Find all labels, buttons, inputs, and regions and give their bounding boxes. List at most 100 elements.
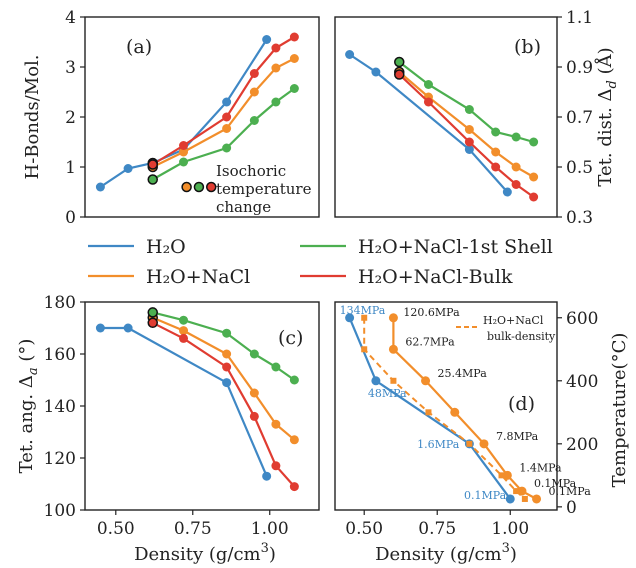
data-point xyxy=(222,362,232,372)
data-point xyxy=(491,147,501,157)
data-point xyxy=(464,145,474,154)
legend-label: H₂O xyxy=(146,236,186,258)
isochoric-marker xyxy=(181,181,192,193)
data-point xyxy=(361,346,368,353)
pressure-label-nacl: 1.4MPa xyxy=(519,461,562,474)
data-point xyxy=(450,407,460,417)
panel-c-series xyxy=(95,307,299,492)
legend-label: H₂O+NaCl-1st Shell xyxy=(358,236,553,258)
isochoric-start-point xyxy=(394,56,405,68)
xtick-label: 0.75 xyxy=(174,519,212,539)
data-point xyxy=(271,43,281,53)
data-point xyxy=(529,172,539,182)
data-point xyxy=(179,141,189,150)
isochoric-annotation-line2: temperature xyxy=(216,180,312,198)
data-point xyxy=(464,105,474,114)
data-point xyxy=(95,182,105,192)
series-line xyxy=(348,53,509,193)
data-point xyxy=(371,67,381,77)
data-point xyxy=(289,435,299,445)
data-point xyxy=(345,50,355,59)
panel-a-series xyxy=(95,32,299,192)
series-line xyxy=(152,321,296,488)
panel-b: (b) 0.3 0.5 0.7 0.9 1.1 Tet. dist. Δd (Å) xyxy=(334,8,620,228)
panel-d-pressure-labels: 120.6MPa 62.7MPa 25.4MPa 7.8MPa 1.4MPa 0.1MPa… xyxy=(340,304,592,502)
pressure-label-water: 48MPa xyxy=(368,387,407,400)
data-point xyxy=(123,164,133,173)
panel-c-ylabel-sub: a xyxy=(26,367,41,375)
data-point xyxy=(521,495,528,502)
ytick-label: 180 xyxy=(44,293,76,313)
panel-d-xlabel-end: ) xyxy=(510,544,517,565)
pressure-label-nacl: 120.6MPa xyxy=(403,306,460,319)
isochoric-start-point xyxy=(147,159,158,170)
panel-c-ylabel-main: Tet. ang. Δ xyxy=(16,375,37,473)
pressure-label-nacl: 0.1MPa xyxy=(549,485,592,498)
ytick-label: 1.1 xyxy=(566,8,593,28)
data-point xyxy=(289,84,299,93)
data-point xyxy=(511,180,521,189)
panel-a: (a) H-Bonds/Mol. 0 1 2 3 4 Isochoric tempera… xyxy=(22,8,320,228)
panel-a-yticks: 0 1 2 3 4 xyxy=(65,8,85,228)
ytick-label: 1 xyxy=(65,158,76,178)
panel-d-tag: (d) xyxy=(508,393,535,415)
data-point xyxy=(464,137,474,147)
data-point xyxy=(289,482,299,492)
xtick-label: 0.50 xyxy=(345,519,383,539)
data-point xyxy=(222,97,232,107)
data-point xyxy=(491,127,501,137)
data-point xyxy=(271,362,281,372)
data-point xyxy=(179,326,189,336)
data-point xyxy=(222,124,232,133)
legend: H₂O H₂O+NaCl-1st Shell H₂O+NaCl H₂O+NaCl-Bu… xyxy=(88,236,553,288)
data-point xyxy=(289,32,299,42)
panel-d-yticks: 0 200 400 600 xyxy=(557,309,598,518)
data-point xyxy=(95,323,105,333)
data-point xyxy=(423,80,433,89)
ytick-label: 120 xyxy=(44,449,76,469)
xtick-label: 1.00 xyxy=(251,519,289,539)
panel-c-ylabel: Tet. ang. Δa (°) xyxy=(16,339,41,474)
panel-a-isochoric-markers xyxy=(181,181,217,193)
isochoric-start-point xyxy=(147,307,158,318)
data-point xyxy=(425,409,432,416)
data-point xyxy=(179,147,189,157)
data-point xyxy=(249,388,259,398)
data-point xyxy=(505,494,515,504)
ytick-label: 140 xyxy=(44,397,76,417)
pressure-label-nacl: 25.4MPa xyxy=(438,367,488,380)
data-point xyxy=(511,162,521,172)
data-point xyxy=(491,162,501,172)
panel-b-tag: (b) xyxy=(514,36,541,58)
data-point xyxy=(511,132,521,142)
panel-d-series xyxy=(345,313,542,504)
isochoric-start-point xyxy=(147,174,158,185)
panel-d-frame xyxy=(334,301,558,511)
panel-c-tag: (c) xyxy=(278,327,303,349)
data-point xyxy=(179,157,189,167)
panel-b-ylabel: Tet. dist. Δd (Å) xyxy=(594,47,620,186)
data-point xyxy=(249,116,259,125)
panel-c-yticks: 100 120 140 160 180 xyxy=(44,293,85,521)
pressure-label-water: 0.1MPa xyxy=(464,489,507,502)
panel-c: (c) 100 120 140 160 180 0.50 0.75 1.00 Tet. an… xyxy=(16,293,320,565)
panel-c-xlabel-main: Density (g/cm xyxy=(134,544,261,565)
data-point xyxy=(466,440,473,447)
data-point xyxy=(271,461,281,471)
ytick-label: 0.9 xyxy=(566,58,593,78)
panel-d-xlabel-main: Density (g/cm xyxy=(375,544,502,565)
data-point xyxy=(249,87,259,97)
data-point xyxy=(289,375,299,385)
data-point xyxy=(345,313,355,323)
panel-b-ylabel-sub: d xyxy=(605,80,620,88)
xtick-label: 1.00 xyxy=(491,519,529,539)
data-point xyxy=(222,328,232,338)
series-line xyxy=(100,326,268,477)
data-point xyxy=(529,137,539,147)
panel-c-xlabel: Density (g/cm3) xyxy=(134,541,276,565)
panel-c-xticks: 0.50 0.75 1.00 xyxy=(97,510,289,539)
data-point xyxy=(179,333,189,343)
data-point xyxy=(513,488,520,495)
xtick-label: 0.75 xyxy=(418,519,456,539)
